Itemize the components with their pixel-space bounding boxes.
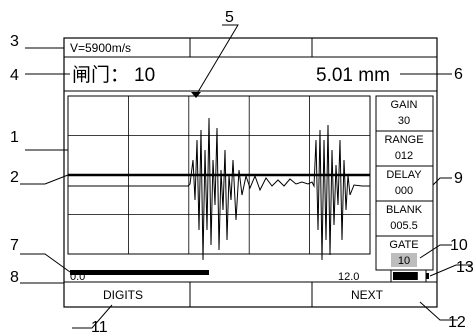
delay-value: 000 xyxy=(395,185,413,197)
callout-9: 9 xyxy=(454,170,463,187)
range-progress-bar xyxy=(70,270,209,275)
range-value: 012 xyxy=(395,150,413,162)
gate-label: 闸门： xyxy=(72,64,129,86)
gate-value-readout: 10 xyxy=(134,65,155,86)
callout-leaders xyxy=(20,24,472,329)
callout-4: 4 xyxy=(10,67,19,84)
gate-param-label: GATE xyxy=(389,239,418,251)
blank-value: 005.5 xyxy=(390,220,418,232)
gain-label: GAIN xyxy=(391,99,418,111)
callout-13: 13 xyxy=(456,259,474,276)
next-softkey[interactable]: NEXT xyxy=(351,288,384,302)
callout-8: 8 xyxy=(10,269,19,286)
callout-7: 7 xyxy=(10,237,19,254)
peak-marker-icon xyxy=(191,92,201,98)
battery-fill xyxy=(393,272,418,280)
scale-start-label: 0.0 xyxy=(70,271,85,283)
delay-label: DELAY xyxy=(386,169,422,181)
callout-6: 6 xyxy=(454,66,463,83)
callout-12: 12 xyxy=(448,314,466,331)
gate-param-value: 10 xyxy=(398,255,410,267)
gate-value-highlight xyxy=(391,253,417,267)
callout-3: 3 xyxy=(10,33,19,50)
callout-10: 10 xyxy=(450,237,468,254)
battery-terminal xyxy=(426,273,429,279)
blank-label: BLANK xyxy=(386,204,423,216)
callout-2: 2 xyxy=(10,169,19,186)
screen-frame xyxy=(63,37,438,308)
scale-end-label: 12.0 xyxy=(338,271,359,283)
thickness-measurement: 5.01 mm xyxy=(316,65,390,86)
a-scan-waveform xyxy=(68,117,370,261)
callout-5: 5 xyxy=(225,9,234,26)
range-label: RANGE xyxy=(384,134,423,146)
digits-softkey[interactable]: DIGITS xyxy=(103,288,143,302)
gain-value: 30 xyxy=(398,115,410,127)
velocity-readout: V=5900m/s xyxy=(70,41,131,55)
callout-1: 1 xyxy=(10,129,19,146)
callout-11: 11 xyxy=(91,319,108,334)
